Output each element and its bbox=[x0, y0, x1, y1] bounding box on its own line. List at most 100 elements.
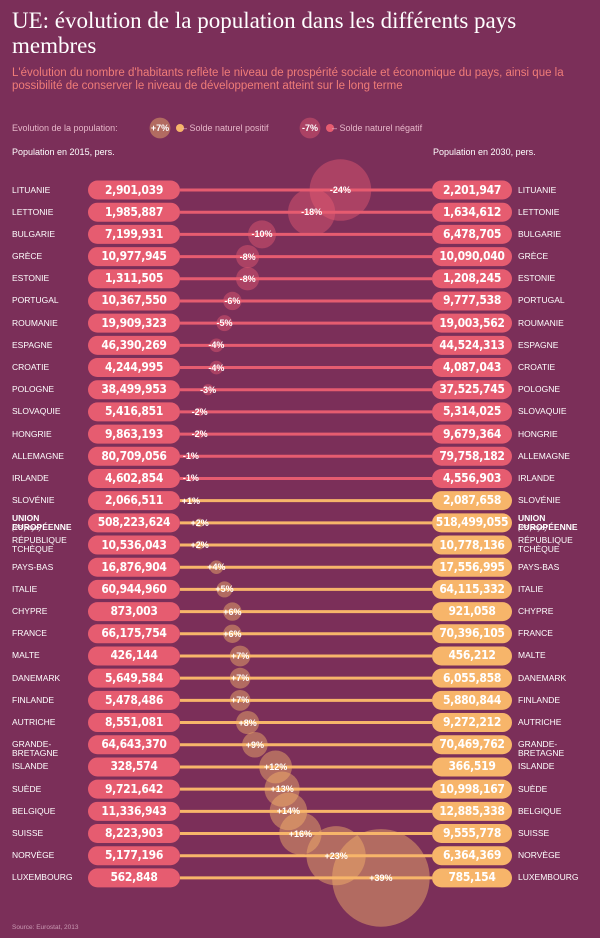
pill-2015 bbox=[88, 513, 180, 533]
pill-2030 bbox=[432, 335, 512, 355]
value-2030: 518,499,055 bbox=[435, 515, 509, 530]
value-2030: 5,880,844 bbox=[442, 692, 502, 707]
value-2030: 1,634,612 bbox=[442, 204, 502, 219]
change-label: -3% bbox=[200, 384, 217, 395]
country-label: ITALIE bbox=[12, 583, 38, 594]
change-label: +1% bbox=[181, 495, 201, 506]
pill-2030 bbox=[432, 824, 512, 844]
pill-2015 bbox=[88, 801, 180, 821]
bubble bbox=[209, 560, 224, 575]
bubble bbox=[229, 667, 251, 689]
country-label: LITUANIE bbox=[518, 184, 557, 195]
bubble bbox=[223, 291, 242, 311]
pill-2030 bbox=[432, 358, 512, 378]
pill-2030 bbox=[432, 247, 512, 267]
country-label: BULGARIE bbox=[518, 228, 561, 239]
country-label: FRANCE bbox=[12, 628, 47, 639]
country-label: AUTRICHE bbox=[518, 717, 562, 728]
country-label: UNION EUROPÉENNE bbox=[518, 512, 578, 532]
change-label: +12% bbox=[263, 761, 288, 772]
change-label: +6% bbox=[223, 628, 242, 639]
value-2015: 328,574 bbox=[110, 759, 158, 774]
country-label: BELGIQUE bbox=[518, 805, 562, 816]
country-label: FINLANDE bbox=[12, 694, 55, 705]
legend-title: Evolution de la population: bbox=[12, 123, 118, 133]
country-label: AUTRICHE bbox=[12, 717, 56, 728]
country-label: UNION EUROPÉENNE bbox=[12, 512, 72, 532]
country-label: IRLANDE bbox=[12, 472, 49, 483]
pill-2030 bbox=[432, 380, 512, 400]
bubble bbox=[223, 602, 242, 621]
pill-2015 bbox=[88, 602, 180, 622]
legend-label: -7% bbox=[301, 123, 319, 133]
pill-2030 bbox=[432, 779, 512, 799]
value-2015: 8,223,903 bbox=[104, 826, 164, 840]
country-label: PAYS-BAS bbox=[518, 561, 560, 572]
value-2015: 7,199,931 bbox=[104, 226, 164, 241]
legend-text: – Solde naturel négatif bbox=[332, 123, 423, 133]
value-2015: 10,977,945 bbox=[101, 249, 167, 264]
source: Source: Eurostat, 2013 bbox=[12, 924, 79, 931]
value-2015: 60,944,960 bbox=[101, 581, 167, 596]
bubble bbox=[309, 159, 372, 221]
value-2030: 2,201,947 bbox=[442, 182, 502, 197]
country-note: (28 pays) bbox=[518, 524, 548, 532]
country-label: FRANCE bbox=[518, 628, 553, 639]
pill-2015 bbox=[88, 380, 180, 400]
pill-2030 bbox=[432, 690, 512, 710]
pill-2030 bbox=[432, 735, 512, 755]
country-label: SUISSE bbox=[12, 828, 44, 838]
value-2030: 5,314,025 bbox=[442, 404, 502, 419]
country-label: ALLEMAGNE bbox=[12, 450, 64, 461]
bubble bbox=[264, 771, 300, 807]
pill-2030 bbox=[432, 668, 512, 688]
bubble bbox=[223, 624, 242, 643]
pill-2030 bbox=[432, 535, 512, 555]
country-label: ITALIE bbox=[518, 583, 544, 594]
value-2030: 921,058 bbox=[448, 604, 496, 619]
value-2030: 9,555,778 bbox=[442, 826, 502, 840]
change-label: -6% bbox=[224, 295, 241, 306]
change-label: -8% bbox=[239, 251, 256, 262]
pill-2015 bbox=[88, 335, 180, 355]
country-label: ROUMANIE bbox=[518, 317, 564, 328]
pill-2015 bbox=[88, 824, 180, 844]
value-2015: 9,721,642 bbox=[104, 781, 164, 796]
value-2030: 9,272,212 bbox=[442, 715, 502, 730]
pill-2030 bbox=[432, 713, 512, 733]
title: UE: évolution de la population dans les … bbox=[12, 8, 517, 58]
pill-2030 bbox=[432, 446, 512, 466]
value-2015: 2,066,511 bbox=[104, 493, 164, 508]
value-2030: 37,525,745 bbox=[439, 382, 505, 397]
country-label: CROATIE bbox=[12, 362, 50, 373]
change-label: +7% bbox=[230, 673, 250, 684]
value-2030: 17,556,995 bbox=[439, 559, 505, 574]
country-label: BULGARIE bbox=[12, 228, 55, 239]
value-2015: 64,643,370 bbox=[101, 737, 167, 752]
country-label: RÉPUBLIQUE TCHÈQUE bbox=[518, 535, 573, 555]
country-label: SUÈDE bbox=[518, 783, 548, 794]
pill-2030 bbox=[432, 424, 512, 444]
bubble bbox=[332, 829, 430, 927]
country-label: SLOVÉNIE bbox=[12, 495, 55, 506]
country-label: HONGRIE bbox=[518, 428, 558, 439]
value-2030: 70,396,105 bbox=[439, 626, 505, 641]
value-2015: 5,649,584 bbox=[104, 670, 164, 685]
pill-2015 bbox=[88, 557, 180, 577]
country-label: SUÈDE bbox=[12, 783, 42, 794]
value-2015: 5,478,486 bbox=[104, 692, 164, 707]
pill-2030 bbox=[432, 491, 512, 511]
change-label: +14% bbox=[276, 806, 301, 817]
bubble bbox=[236, 267, 260, 291]
pill-2015 bbox=[88, 713, 180, 733]
pill-2030 bbox=[432, 513, 512, 533]
pill-2015 bbox=[88, 735, 180, 755]
change-label: -5% bbox=[216, 318, 233, 329]
pill-2015 bbox=[88, 668, 180, 688]
change-label: +7% bbox=[230, 695, 250, 706]
pill-2030 bbox=[432, 202, 512, 222]
value-2015: 16,876,904 bbox=[101, 559, 167, 574]
country-label: IRLANDE bbox=[518, 472, 555, 483]
pill-2030 bbox=[432, 180, 512, 200]
change-label: -24% bbox=[329, 185, 351, 195]
